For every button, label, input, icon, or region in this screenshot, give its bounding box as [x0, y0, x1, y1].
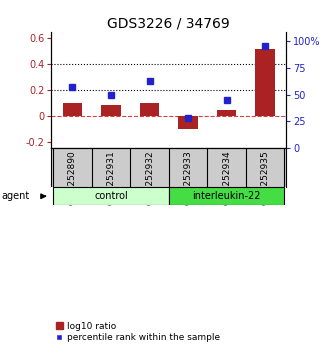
- Bar: [140, 103, 159, 116]
- Text: interleukin-22: interleukin-22: [192, 191, 261, 201]
- Legend: log10 ratio, percentile rank within the sample: log10 ratio, percentile rank within the …: [56, 322, 220, 342]
- Text: GSM252931: GSM252931: [107, 150, 116, 205]
- Text: GSM252933: GSM252933: [184, 150, 193, 205]
- Bar: [101, 105, 121, 116]
- Text: control: control: [94, 191, 128, 201]
- Text: GSM252932: GSM252932: [145, 150, 154, 205]
- Bar: [217, 109, 236, 116]
- Bar: [256, 49, 275, 116]
- Bar: [178, 116, 198, 129]
- Text: agent: agent: [2, 191, 30, 201]
- Text: GSM252934: GSM252934: [222, 150, 231, 205]
- Bar: [53, 187, 169, 205]
- Text: GSM252935: GSM252935: [260, 150, 270, 205]
- Bar: [169, 187, 284, 205]
- Title: GDS3226 / 34769: GDS3226 / 34769: [108, 17, 230, 31]
- Bar: [63, 103, 82, 116]
- Text: GSM252890: GSM252890: [68, 150, 77, 205]
